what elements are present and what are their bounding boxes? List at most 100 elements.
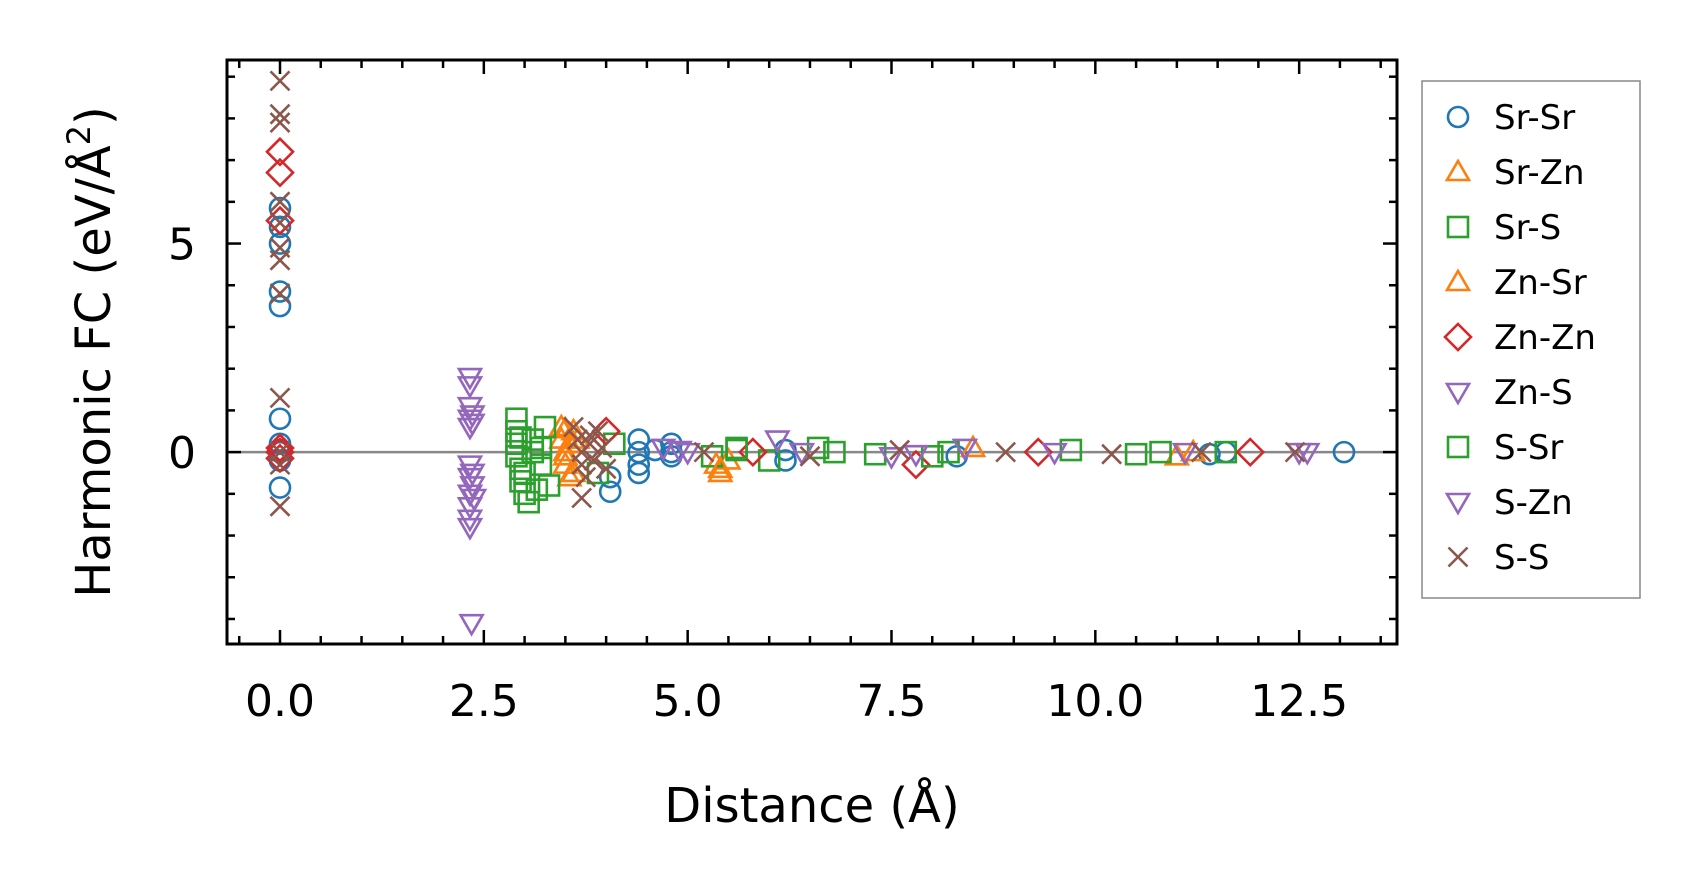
data-point-S-S-1 <box>269 103 291 125</box>
legend-label: S-Sr <box>1494 428 1563 468</box>
legend-marker-S-Zn <box>1444 492 1472 516</box>
legend-entry-S-S: S-S <box>1447 538 1549 578</box>
data-point-S-Zn-6 <box>1294 442 1321 466</box>
y-tick-label: 0 <box>168 428 196 479</box>
data-point-S-S-29 <box>1190 441 1212 463</box>
data-point-Zn-S-7 <box>456 484 484 508</box>
data-point-Sr-Sr-5 <box>268 407 292 431</box>
legend-marker-Zn-Zn <box>1443 322 1473 352</box>
legend-entry-S-Zn: S-Zn <box>1444 483 1573 523</box>
data-point-Zn-S-16 <box>764 430 791 454</box>
legend-marker-Zn-Sr <box>1444 268 1472 292</box>
data-point-Sr-Sr-16 <box>627 461 651 485</box>
y-axis-label-superscript: 2 <box>60 125 98 145</box>
axis-ticks <box>227 60 1397 644</box>
legend-marker-S-Sr <box>1446 435 1470 459</box>
legend-label: S-Zn <box>1494 483 1573 523</box>
data-point-Zn-Zn-10 <box>1235 437 1266 467</box>
legend-entries: Sr-Sr Sr-Zn Sr-S Zn-Sr Zn-Zn Zn-S S-Sr S-Zn S-S <box>1443 98 1596 578</box>
legend-marker-Zn-S <box>1444 382 1472 406</box>
legend-entry-Sr-Zn: Sr-Zn <box>1444 153 1585 193</box>
data-point-Zn-S-20 <box>1171 442 1199 466</box>
data-point-S-S-10 <box>269 454 291 476</box>
data-point-Sr-Sr-9 <box>268 476 292 499</box>
data-point-S-S-18 <box>583 450 605 471</box>
legend-label: Zn-S <box>1494 373 1573 413</box>
data-point-Sr-S-11 <box>537 474 561 497</box>
data-point-S-S-8 <box>269 387 291 409</box>
data-point-Zn-S-17 <box>878 446 905 470</box>
data-point-Zn-Zn-5 <box>265 443 295 474</box>
data-point-S-S-23 <box>579 433 601 455</box>
data-point-S-S-3 <box>269 191 291 213</box>
legend-entry-Sr-Sr: Sr-Sr <box>1446 98 1575 138</box>
data-point-S-S-21 <box>595 458 617 480</box>
series-Sr-Sr <box>268 196 1356 504</box>
y-axis-label: Harmonic FC (eV/Å2) <box>60 106 122 598</box>
data-point-Sr-S-21 <box>1124 442 1148 466</box>
data-point-S-S-25 <box>799 445 821 467</box>
data-point-Sr-Zn-7 <box>707 459 734 483</box>
x-tick-label: 0.0 <box>245 676 315 727</box>
data-point-S-Sr-5 <box>725 436 748 460</box>
legend-label: Sr-Sr <box>1494 98 1575 138</box>
data-point-S-Zn-5 <box>902 444 930 468</box>
data-point-Zn-S-15 <box>674 442 701 466</box>
x-tick-label: 7.5 <box>857 676 927 727</box>
data-point-S-S-19 <box>587 420 609 442</box>
data-point-S-S-15 <box>571 454 593 476</box>
data-point-Zn-S-13 <box>459 476 486 500</box>
data-point-S-S-22 <box>571 487 593 509</box>
data-point-Sr-Sr-11 <box>598 465 622 489</box>
legend-marker-Sr-S <box>1446 215 1470 239</box>
data-point-S-Sr-2 <box>521 440 545 464</box>
data-point-Sr-S-1 <box>505 419 528 443</box>
legend-entry-Zn-S: Zn-S <box>1444 373 1573 413</box>
data-point-Zn-S-10 <box>456 517 484 541</box>
series-Sr-S <box>505 407 1238 514</box>
legend-marker-S-S <box>1447 546 1469 568</box>
data-point-S-S-16 <box>575 466 597 488</box>
data-point-Sr-Sr-1 <box>268 215 292 239</box>
data-point-Zn-Zn-1 <box>265 157 295 188</box>
data-point-S-S-6 <box>269 249 291 271</box>
data-point-S-S-26 <box>889 439 911 461</box>
series-Zn-Zn <box>265 136 1266 480</box>
y-tick-labels: 05 <box>168 220 196 480</box>
data-point-Zn-S-1 <box>456 376 484 399</box>
data-point-Zn-Zn-8 <box>901 449 931 480</box>
data-point-S-Zn-3 <box>666 440 693 464</box>
data-point-Sr-Sr-3 <box>268 280 292 303</box>
data-point-Sr-S-2 <box>505 432 528 456</box>
legend-marker-Sr-Sr <box>1446 105 1470 129</box>
legend-label: Zn-Zn <box>1494 318 1596 358</box>
data-point-S-S-30 <box>1284 441 1306 463</box>
data-point-Zn-Zn-0 <box>265 136 295 167</box>
data-point-S-S-28 <box>1101 443 1123 465</box>
data-point-Sr-S-0 <box>505 407 528 431</box>
data-point-Sr-S-7 <box>517 490 540 514</box>
data-point-S-S-7 <box>269 283 291 305</box>
data-point-Sr-Sr-4 <box>268 294 292 318</box>
series-S-Zn <box>459 405 1321 512</box>
data-point-Sr-S-17 <box>806 436 830 460</box>
data-point-S-S-0 <box>269 70 291 92</box>
legend-label: Sr-S <box>1494 208 1561 248</box>
data-point-Sr-Sr-15 <box>627 453 651 476</box>
legend-marker-Sr-Zn <box>1444 158 1472 182</box>
data-point-S-Sr-3 <box>525 478 549 501</box>
data-point-S-S-27 <box>995 441 1017 463</box>
x-tick-label: 10.0 <box>1046 676 1144 727</box>
data-point-Zn-S-12 <box>459 413 486 437</box>
data-point-Sr-Sr-12 <box>598 480 622 504</box>
data-point-S-Sr-0 <box>509 426 532 449</box>
legend-label: Sr-Zn <box>1494 153 1585 193</box>
y-tick-label: 5 <box>168 220 196 271</box>
x-tick-labels: 0.0 2.5 5.0 7.5 10.0 12.5 <box>245 676 1348 727</box>
y-axis-label-main: Harmonic FC (eV/Å <box>65 145 122 598</box>
data-point-S-S-2 <box>269 112 291 133</box>
data-point-S-S-24 <box>693 441 715 463</box>
legend-label: S-S <box>1494 538 1549 578</box>
data-point-Zn-S-18 <box>951 438 979 462</box>
